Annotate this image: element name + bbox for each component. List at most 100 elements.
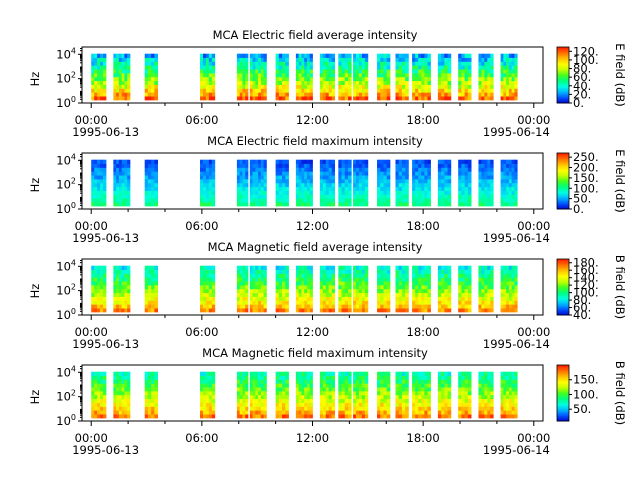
heatmap-cell	[255, 76, 259, 82]
heatmap-cell	[306, 402, 311, 407]
heatmap-cell	[103, 84, 107, 89]
heatmap-cell	[511, 190, 515, 195]
heatmap-cell	[490, 171, 494, 176]
heatmap-cell	[405, 65, 409, 70]
heatmap-cell	[245, 402, 249, 407]
heatmap-cell	[386, 61, 391, 66]
heatmap-cell	[412, 414, 416, 419]
heatmap-cell	[467, 277, 472, 282]
heatmap-cell	[325, 80, 330, 85]
heatmap-cell	[242, 398, 246, 403]
heatmap-cell	[298, 76, 302, 82]
heatmap-cell	[100, 171, 104, 176]
heatmap-cell	[328, 398, 333, 403]
heatmap-cell	[94, 80, 98, 85]
heatmap-cell	[239, 375, 243, 380]
heatmap-cell	[503, 265, 507, 270]
heatmap-cell	[424, 296, 428, 301]
heatmap-cell	[282, 171, 286, 176]
heatmap-cell	[245, 171, 249, 176]
heatmap-cell	[255, 202, 259, 207]
heatmap-cell	[144, 194, 149, 199]
heatmap-cell	[325, 387, 330, 392]
heatmap-cell	[461, 300, 466, 305]
heatmap-cell	[113, 159, 117, 164]
heatmap-cell	[405, 406, 409, 411]
heatmap-cell	[500, 159, 504, 164]
heatmap-cell	[341, 84, 346, 89]
heatmap-cell	[295, 304, 300, 309]
heatmap-cell	[437, 61, 442, 66]
heatmap-cell	[319, 398, 324, 403]
heatmap-cell	[309, 277, 313, 282]
heatmap-cell	[358, 175, 363, 180]
heatmap-cell	[348, 390, 352, 396]
heatmap-cell	[97, 53, 101, 58]
heatmap-cell	[361, 175, 366, 180]
heatmap-cell	[282, 308, 286, 313]
heatmap-cell	[147, 398, 152, 403]
heatmap-cell	[298, 390, 302, 396]
heatmap-cell	[487, 69, 491, 74]
colorbar-segment	[557, 383, 569, 386]
heatmap-cell	[418, 69, 422, 74]
heatmap-cell	[298, 410, 302, 415]
heatmap-cell	[487, 163, 491, 168]
heatmap-cell	[328, 53, 333, 58]
heatmap-cell	[490, 202, 494, 207]
heatmap-cell	[503, 304, 507, 309]
heatmap-cell	[421, 182, 425, 188]
colorbar-tick-label: 60.	[573, 70, 591, 84]
heatmap-cell	[328, 178, 333, 184]
heatmap-cell	[447, 375, 452, 380]
heatmap-cell	[338, 406, 342, 411]
heatmap-cell	[500, 72, 504, 78]
heatmap-cell	[202, 379, 207, 384]
heatmap-cell	[503, 269, 507, 274]
heatmap-cell	[437, 398, 442, 403]
heatmap-cell	[295, 410, 300, 415]
heatmap-cell	[319, 186, 324, 191]
heatmap-cell	[356, 190, 360, 195]
heatmap-cell	[356, 379, 360, 384]
heatmap-cell	[424, 178, 428, 184]
heatmap-cell	[116, 96, 120, 101]
heatmap-cell	[304, 398, 308, 403]
heatmap-cell	[263, 273, 267, 278]
heatmap-cell	[441, 202, 445, 207]
heatmap-cell	[306, 394, 311, 400]
heatmap-cell	[395, 281, 400, 286]
heatmap-cell	[328, 84, 333, 89]
heatmap-cell	[490, 65, 494, 70]
heatmap-cell	[263, 171, 267, 176]
heatmap-cell	[415, 406, 419, 411]
heatmap-cell	[103, 186, 107, 191]
heatmap-cell	[263, 178, 267, 184]
heatmap-cell	[514, 375, 518, 380]
heatmap-cell	[236, 159, 241, 164]
heatmap-cell	[361, 182, 366, 188]
heatmap-cell	[124, 175, 128, 180]
heatmap-cell	[275, 284, 280, 290]
heatmap-cell	[461, 281, 466, 286]
heatmap-cell	[263, 296, 267, 301]
heatmap-cell	[358, 387, 363, 392]
heatmap-cell	[467, 394, 472, 400]
heatmap-cell	[211, 171, 216, 176]
heatmap-cell	[239, 296, 243, 301]
heatmap-cell	[249, 296, 253, 301]
heatmap-cell	[242, 198, 246, 203]
heatmap-cell	[144, 273, 149, 278]
heatmap-cell	[91, 53, 95, 58]
x-tick-label: 06:00	[185, 325, 218, 339]
heatmap-cell	[306, 390, 311, 396]
heatmap-cell	[447, 92, 452, 97]
heatmap-cell	[401, 379, 406, 384]
heatmap-cell	[205, 96, 210, 101]
heatmap-cell	[242, 265, 246, 270]
colorbar-segment	[557, 299, 569, 302]
heatmap-cell	[458, 92, 462, 97]
heatmap-cell	[322, 379, 327, 384]
heatmap-cell	[242, 379, 246, 384]
heatmap-cell	[255, 410, 259, 415]
